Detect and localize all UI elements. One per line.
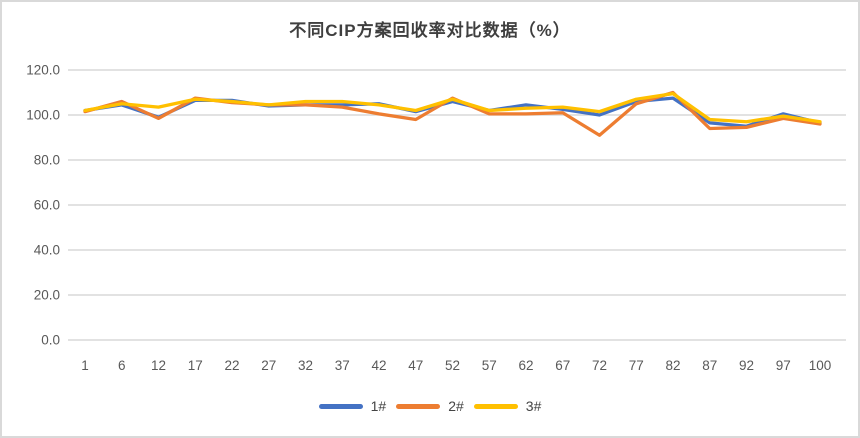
y-axis-tick-label: 80.0 <box>34 153 60 168</box>
series-line-3# <box>83 91 822 124</box>
x-axis-tick-label: 27 <box>261 358 276 373</box>
y-axis-tick-label: 20.0 <box>34 288 60 303</box>
x-axis-tick-label: 52 <box>445 358 460 373</box>
x-axis-tick-label: 1 <box>81 358 89 373</box>
x-axis-tick-label: 87 <box>702 358 717 373</box>
legend-label: 1# <box>370 398 387 414</box>
y-axis-tick-label: 60.0 <box>34 198 60 213</box>
legend-item-1#: 1# <box>318 398 387 414</box>
chart-title: 不同CIP方案回收率对比数据（%） <box>289 21 571 40</box>
x-axis-tick-label: 47 <box>408 358 423 373</box>
x-axis-tick-label: 62 <box>518 358 533 373</box>
series-line-1# <box>83 96 822 128</box>
y-axis-tick-label: 120.0 <box>26 63 60 78</box>
x-axis-tick-label: 37 <box>335 358 350 373</box>
legend-swatch-1# <box>318 403 363 409</box>
x-axis-tick-label: 57 <box>482 358 497 373</box>
y-axis-tick-label: 40.0 <box>34 243 60 258</box>
x-axis-tick-label: 77 <box>629 358 644 373</box>
y-axis-tick-label: 0.0 <box>41 333 60 348</box>
legend-label: 3# <box>525 398 542 414</box>
x-axis-tick-label: 92 <box>739 358 754 373</box>
y-axis-tick-label: 100.0 <box>26 108 60 123</box>
x-axis-tick-label: 67 <box>555 358 570 373</box>
x-axis-tick-label: 42 <box>371 358 386 373</box>
x-axis-tick-label: 17 <box>188 358 203 373</box>
legend-item-2#: 2# <box>396 398 464 414</box>
x-axis-tick-label: 82 <box>665 358 680 373</box>
legend-swatch-2# <box>396 403 441 409</box>
legend-label: 2# <box>448 398 464 414</box>
x-axis-tick-label: 22 <box>224 358 239 373</box>
x-axis-tick-label: 72 <box>592 358 607 373</box>
chart-legend: 1# 2# 3# <box>2 398 858 414</box>
legend-swatch-3# <box>473 403 518 409</box>
legend-item-3#: 3# <box>473 398 542 414</box>
x-axis-tick-label: 97 <box>776 358 791 373</box>
x-axis-tick-label: 6 <box>118 358 126 373</box>
x-axis-tick-label: 32 <box>298 358 313 373</box>
x-axis-tick-label: 12 <box>151 358 166 373</box>
x-axis-tick-label: 100 <box>809 358 832 373</box>
